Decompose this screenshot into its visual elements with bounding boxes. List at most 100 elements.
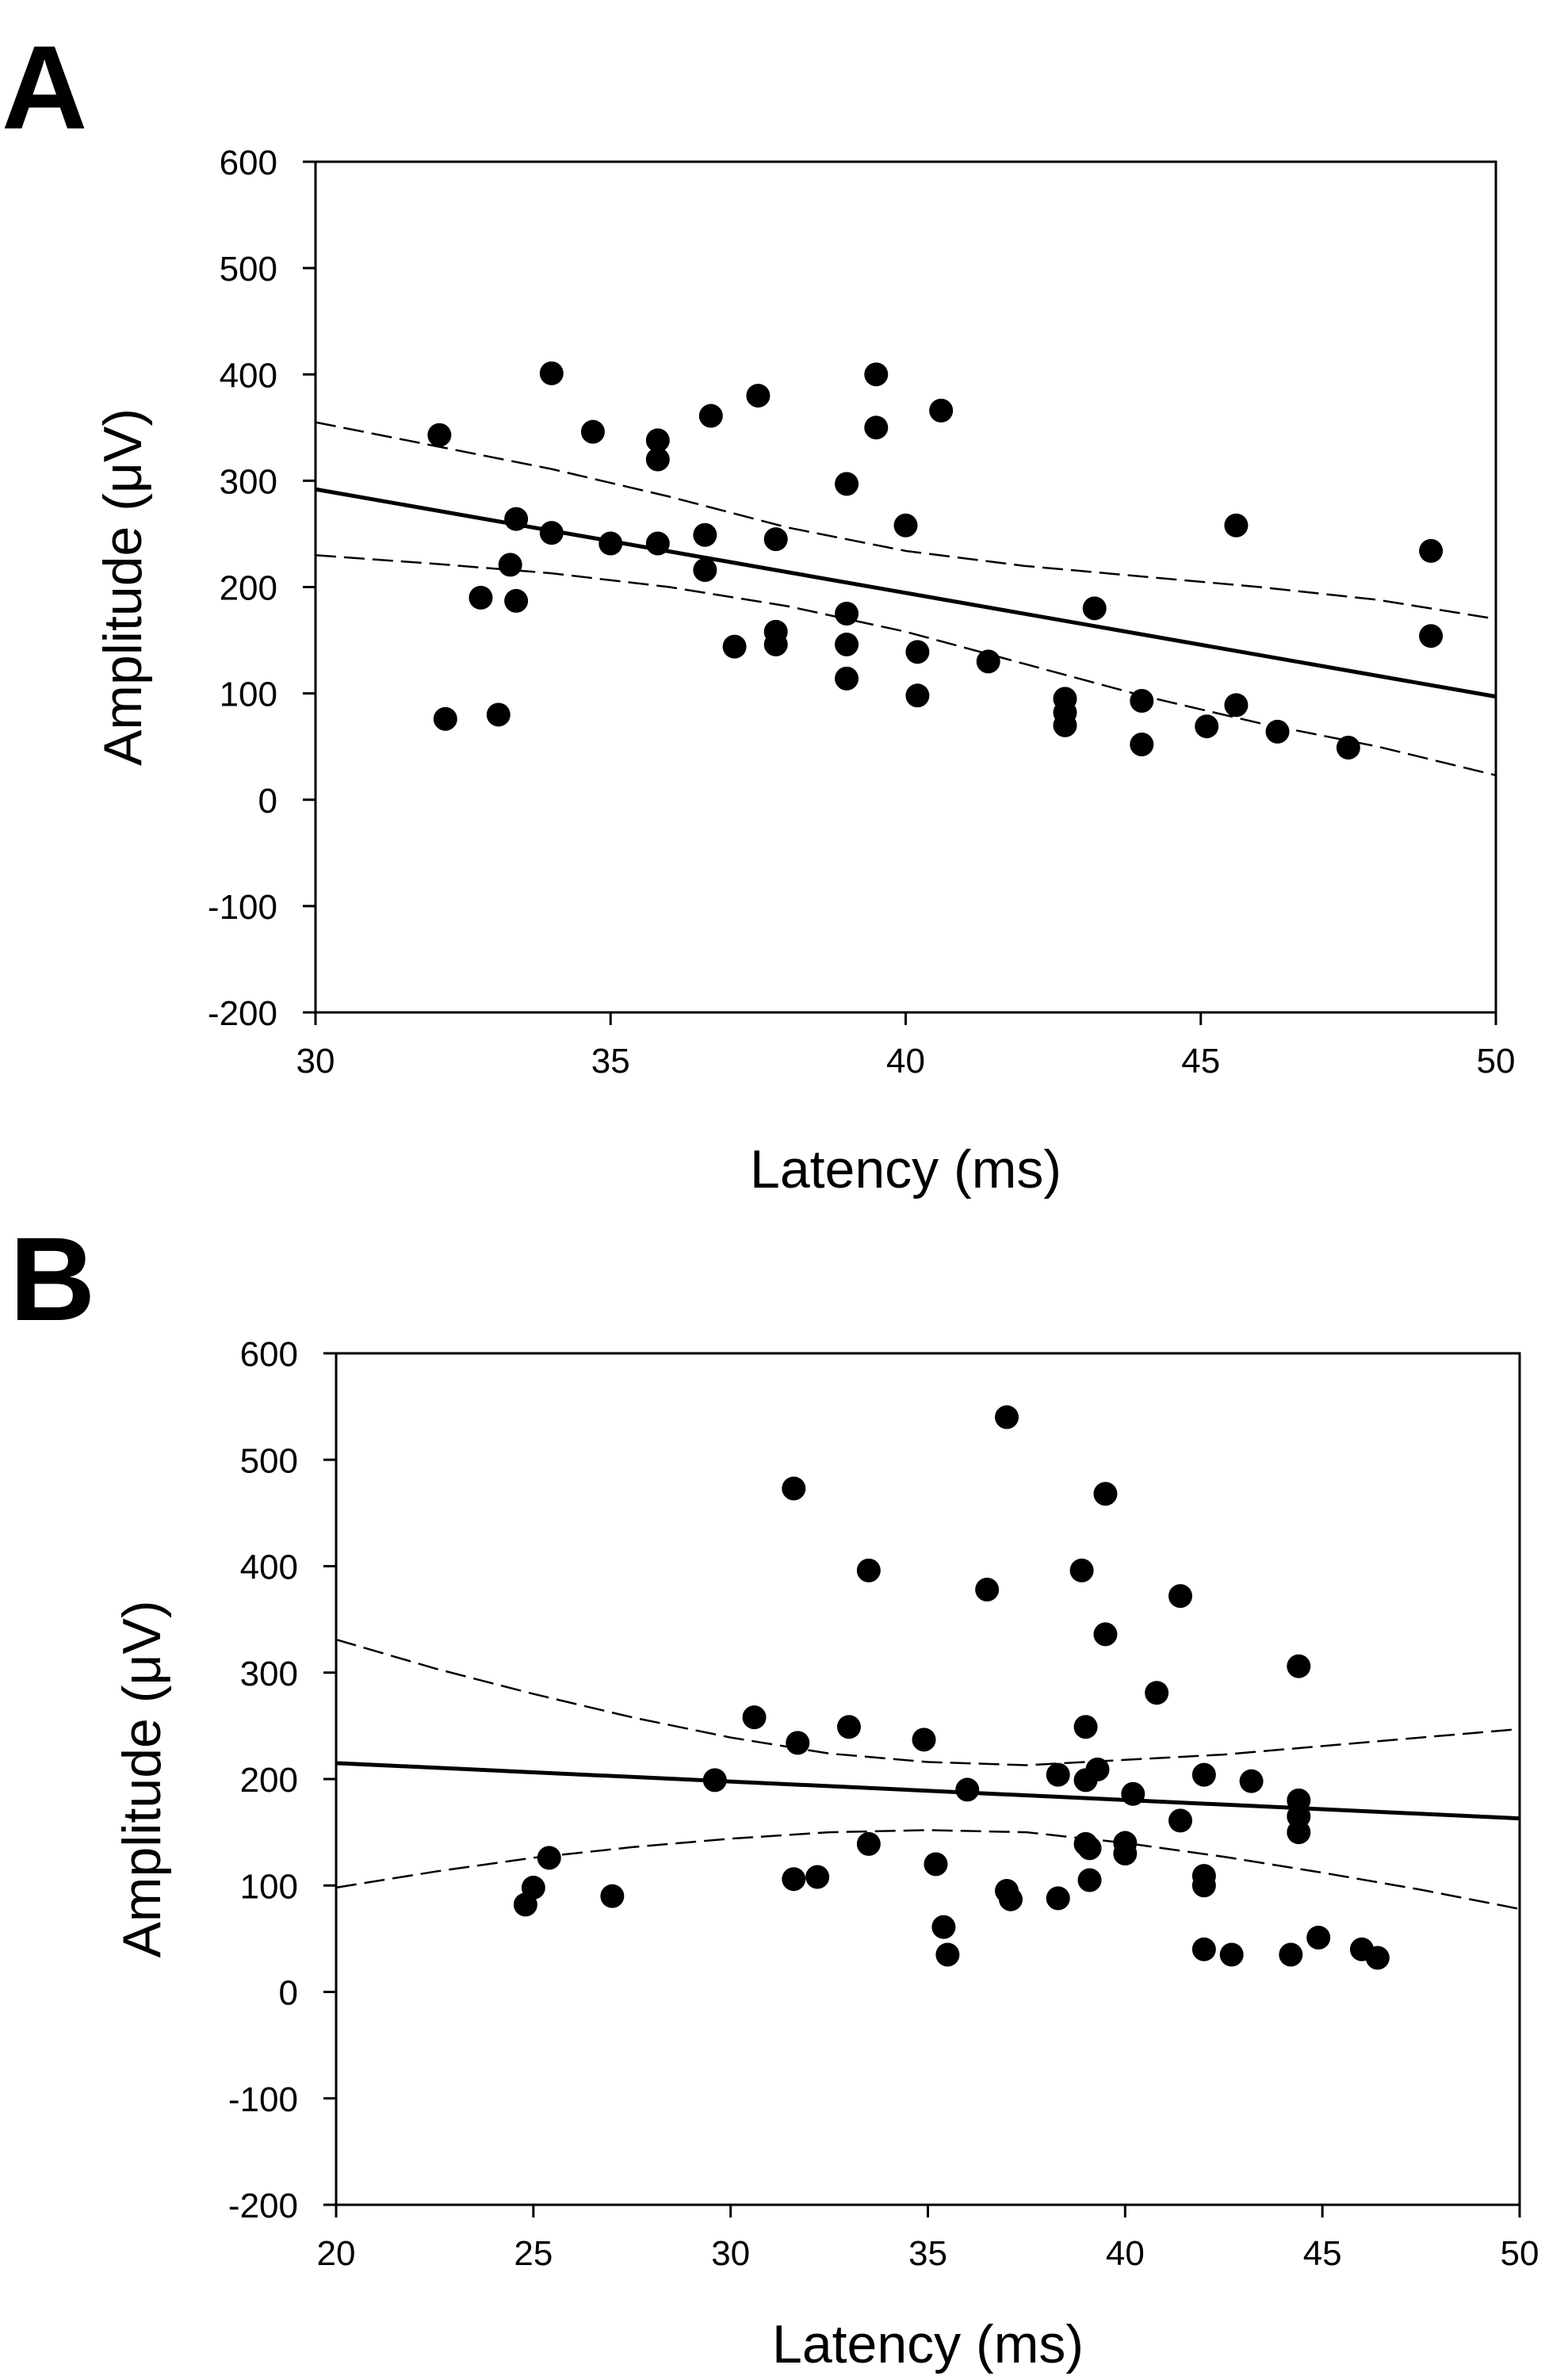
y-tick-label: 600 — [220, 143, 277, 182]
data-point — [537, 1846, 561, 1870]
data-point — [1287, 1820, 1311, 1845]
data-point — [1191, 1873, 1216, 1898]
data-point — [580, 419, 605, 444]
y-tick-label: 100 — [220, 675, 277, 714]
y-axis-title: Amplitude (μV) — [93, 408, 153, 766]
data-point — [924, 1852, 948, 1877]
data-point — [763, 527, 788, 552]
panel-b: B 20 25 30 35 40 45 50 -200 -100 0 100 200 300 400 500 6… — [10, 1212, 1539, 2374]
data-point — [835, 602, 859, 626]
panel-label: B — [10, 1212, 95, 1345]
data-point — [1239, 1769, 1264, 1793]
confidence-band-lower — [315, 554, 1497, 777]
data-point — [433, 706, 457, 731]
data-point — [1224, 693, 1249, 717]
data-point — [856, 1558, 881, 1582]
data-point — [905, 640, 930, 664]
data-point — [1265, 719, 1290, 744]
x-tick-label: 45 — [1181, 1042, 1220, 1081]
data-point — [504, 507, 529, 531]
x-axis-title: Latency (ms) — [772, 2314, 1084, 2374]
y-tick-label: -100 — [208, 888, 277, 927]
data-point — [835, 472, 859, 496]
y-tick-label: 100 — [240, 1867, 298, 1906]
data-point — [504, 588, 529, 613]
data-point — [1082, 596, 1107, 621]
data-point — [702, 1768, 727, 1793]
data-point — [864, 362, 889, 387]
confidence-band-upper — [315, 421, 1497, 620]
data-point — [1287, 1654, 1311, 1678]
x-tick-label: 50 — [1501, 2234, 1539, 2273]
data-point — [1191, 1762, 1216, 1787]
data-point — [856, 1831, 881, 1856]
data-point — [693, 522, 717, 547]
data-point — [1168, 1808, 1193, 1833]
data-point — [521, 1875, 545, 1900]
data-point — [1069, 1558, 1094, 1582]
data-point — [912, 1728, 936, 1752]
data-point — [835, 666, 859, 691]
y-tick-label: 200 — [220, 569, 277, 608]
regression-line — [335, 1761, 1520, 1821]
data-point — [498, 553, 522, 577]
data-point — [1419, 538, 1444, 563]
data-point — [1077, 1836, 1102, 1861]
data-point — [1365, 1946, 1390, 1970]
data-point — [486, 702, 511, 727]
y-axis-title: Amplitude (μV) — [112, 1600, 172, 1957]
data-point — [599, 531, 623, 556]
data-point — [1336, 736, 1360, 760]
data-point — [836, 1715, 861, 1739]
data-point — [931, 1915, 956, 1939]
data-point — [698, 404, 723, 428]
y-tick-label: -200 — [228, 2187, 298, 2225]
data-point — [782, 1476, 806, 1501]
data-point — [746, 384, 771, 408]
data-point — [1085, 1757, 1110, 1781]
y-tick-label: 400 — [220, 356, 277, 395]
x-tick-label: 30 — [711, 2234, 750, 2273]
plot-frame — [314, 160, 1497, 1014]
data-point — [539, 521, 564, 545]
data-point — [1306, 1926, 1331, 1950]
x-tick-label: 30 — [296, 1042, 335, 1081]
data-point — [645, 531, 670, 556]
data-point — [1121, 1781, 1145, 1806]
x-tick-label: 35 — [908, 2234, 947, 2273]
data-point — [1279, 1942, 1303, 1967]
y-tick-label: -200 — [208, 994, 277, 1033]
plot-frame — [335, 1352, 1521, 2206]
x-tick-label: 45 — [1303, 2234, 1342, 2273]
data-point — [539, 361, 564, 385]
y-tick-label: 300 — [240, 1655, 298, 1693]
x-tick-label: 40 — [886, 1042, 925, 1081]
panel-a: A 30 35 40 45 50 -200 -100 0 100 200 300 400 500 600 La… — [2, 21, 1515, 1200]
data-point — [742, 1705, 767, 1730]
data-point — [645, 447, 670, 472]
data-point — [1046, 1762, 1070, 1787]
data-point — [1053, 713, 1077, 737]
x-axis-title: Latency (ms) — [750, 1139, 1061, 1200]
data-point — [1093, 1622, 1118, 1647]
data-point — [1113, 1841, 1138, 1865]
data-point — [1046, 1886, 1070, 1911]
data-point — [1145, 1681, 1169, 1705]
data-point — [864, 415, 889, 440]
data-point — [1168, 1584, 1193, 1609]
y-tick-label: 0 — [258, 782, 277, 821]
y-tick-label: 0 — [279, 1974, 298, 2013]
data-point — [929, 398, 954, 423]
x-tick-label: 25 — [514, 2234, 553, 2273]
x-tick-label: 50 — [1477, 1042, 1516, 1081]
data-point — [1419, 624, 1444, 649]
data-point — [1195, 714, 1219, 739]
data-point — [600, 1884, 625, 1908]
y-tick-label: 400 — [240, 1548, 298, 1587]
data-point — [1077, 1868, 1102, 1892]
data-point — [935, 1942, 960, 1967]
data-point — [427, 423, 452, 447]
y-tick-label: 600 — [240, 1335, 298, 1374]
y-tick-label: 500 — [220, 250, 277, 289]
x-tick-label: 35 — [591, 1042, 630, 1081]
